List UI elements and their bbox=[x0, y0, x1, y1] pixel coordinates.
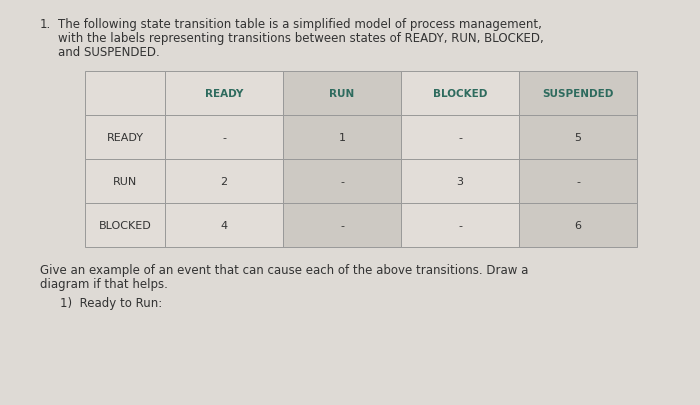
Text: -: - bbox=[458, 220, 462, 230]
Bar bbox=[401, 72, 519, 116]
Bar bbox=[519, 203, 637, 247]
Text: 4: 4 bbox=[220, 220, 228, 230]
Text: 1.: 1. bbox=[40, 18, 51, 31]
Text: 6: 6 bbox=[575, 220, 582, 230]
Text: SUSPENDED: SUSPENDED bbox=[542, 89, 614, 99]
Text: BLOCKED: BLOCKED bbox=[99, 220, 151, 230]
Text: RUN: RUN bbox=[330, 89, 355, 99]
Bar bbox=[519, 72, 637, 116]
Text: Give an example of an event that can cause each of the above transitions. Draw a: Give an example of an event that can cau… bbox=[40, 263, 528, 276]
Text: READY: READY bbox=[106, 133, 144, 143]
Text: -: - bbox=[340, 220, 344, 230]
Text: -: - bbox=[576, 177, 580, 187]
Bar bbox=[283, 116, 401, 160]
Text: 3: 3 bbox=[456, 177, 463, 187]
Bar bbox=[165, 116, 283, 160]
Text: -: - bbox=[458, 133, 462, 143]
Text: RUN: RUN bbox=[113, 177, 137, 187]
Text: -: - bbox=[222, 133, 226, 143]
Bar bbox=[283, 203, 401, 247]
Bar bbox=[165, 72, 283, 116]
Bar bbox=[85, 203, 165, 247]
Text: The following state transition table is a simplified model of process management: The following state transition table is … bbox=[58, 18, 542, 31]
Bar bbox=[401, 116, 519, 160]
Text: 1: 1 bbox=[339, 133, 346, 143]
Bar bbox=[401, 160, 519, 203]
Text: READY: READY bbox=[205, 89, 243, 99]
Text: and SUSPENDED.: and SUSPENDED. bbox=[58, 46, 160, 59]
Bar bbox=[85, 72, 165, 116]
Text: diagram if that helps.: diagram if that helps. bbox=[40, 277, 168, 290]
Bar bbox=[519, 160, 637, 203]
Bar bbox=[165, 160, 283, 203]
Bar bbox=[85, 116, 165, 160]
Bar bbox=[401, 203, 519, 247]
Bar bbox=[165, 203, 283, 247]
Text: with the labels representing transitions between states of READY, RUN, BLOCKED,: with the labels representing transitions… bbox=[58, 32, 544, 45]
Text: 2: 2 bbox=[220, 177, 228, 187]
Text: -: - bbox=[340, 177, 344, 187]
Bar bbox=[283, 72, 401, 116]
Bar bbox=[85, 160, 165, 203]
Text: BLOCKED: BLOCKED bbox=[433, 89, 487, 99]
Text: 5: 5 bbox=[575, 133, 582, 143]
Bar bbox=[283, 160, 401, 203]
Text: 1)  Ready to Run:: 1) Ready to Run: bbox=[60, 296, 162, 309]
Bar bbox=[519, 116, 637, 160]
